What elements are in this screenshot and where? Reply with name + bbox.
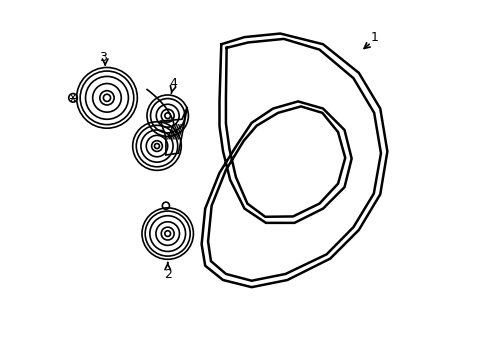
Text: 3: 3 — [99, 51, 107, 64]
Text: 1: 1 — [370, 31, 378, 44]
Text: 2: 2 — [163, 267, 171, 280]
Text: 4: 4 — [169, 77, 177, 90]
